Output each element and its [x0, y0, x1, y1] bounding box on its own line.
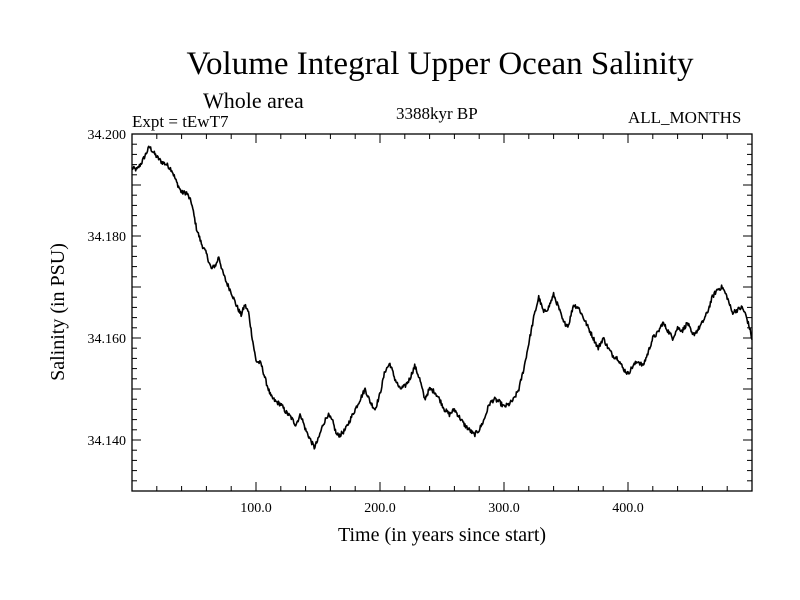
axis-ticks: 100.0 200.0 300.0 400.0 34.140 34.160 34.180 34… — [88, 128, 752, 516]
y-tick-label: 34.140 — [88, 434, 127, 449]
period-label: 3388kyr BP — [396, 104, 478, 123]
chart-title: Volume Integral Upper Ocean Salinity — [186, 46, 694, 82]
x-axis-label: Time (in years since start) — [338, 524, 546, 546]
y-axis-label: Salinity (in PSU) — [47, 243, 69, 381]
chart-subtitle: Whole area — [203, 88, 304, 113]
y-tick-label: 34.160 — [88, 332, 127, 347]
x-tick-label: 200.0 — [364, 501, 396, 516]
experiment-label: Expt = tEwT7 — [132, 112, 229, 131]
y-tick-label: 34.200 — [88, 128, 127, 143]
x-tick-label: 400.0 — [612, 501, 644, 516]
salinity-series-line — [131, 145, 753, 450]
series-layer — [131, 145, 753, 450]
y-tick-label: 34.180 — [88, 230, 127, 245]
x-tick-label: 100.0 — [240, 501, 272, 516]
season-label: ALL_MONTHS — [628, 108, 742, 127]
x-tick-label: 300.0 — [488, 501, 520, 516]
plot-frame — [131, 133, 753, 492]
